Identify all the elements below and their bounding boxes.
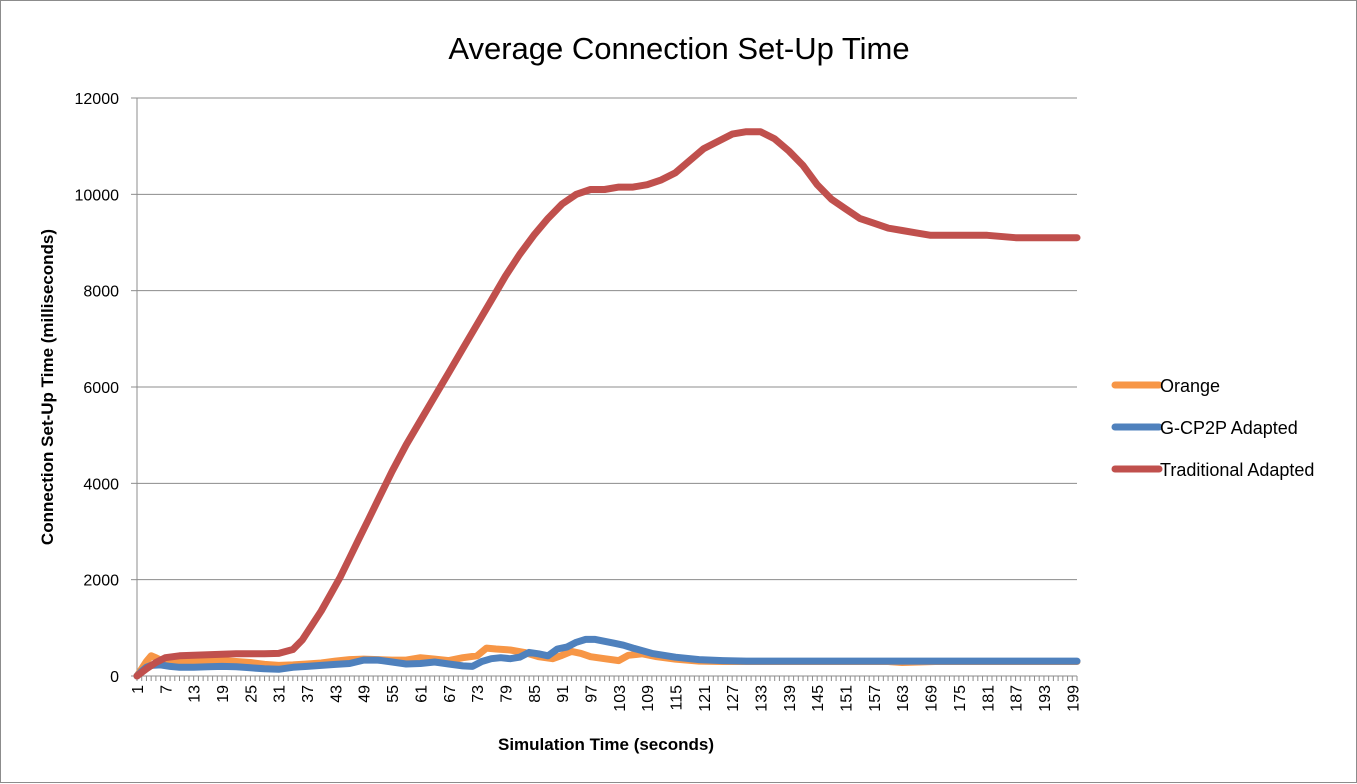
- x-tick-label: 91: [555, 685, 572, 703]
- x-tick-label: 7: [158, 685, 175, 694]
- x-tick-label: 133: [754, 685, 771, 712]
- x-tick-label: 61: [413, 685, 430, 703]
- x-tick-label: 199: [1065, 685, 1082, 712]
- y-tick-label: 2000: [83, 573, 119, 590]
- legend-label: G-CP2P Adapted: [1160, 418, 1298, 438]
- x-tick-label: 115: [668, 685, 685, 711]
- y-axis-title: Connection Set-Up Time (milliseconds): [38, 229, 57, 545]
- x-tick-label: 73: [470, 685, 487, 703]
- x-tick-label: 1: [130, 685, 147, 694]
- x-tick-label: 49: [357, 685, 374, 703]
- x-tick-label: 97: [583, 685, 600, 703]
- x-axis-title: Simulation Time (seconds): [498, 735, 714, 754]
- x-tick-label: 19: [215, 685, 232, 703]
- x-tick-label: 55: [385, 685, 402, 703]
- x-tick-label: 121: [697, 685, 714, 712]
- x-tick-label: 181: [980, 685, 997, 712]
- y-tick-labels: 0 2000 4000 6000 8000 10000 12000: [75, 91, 120, 686]
- x-tick-label: 127: [725, 685, 742, 712]
- legend: Orange G-CP2P Adapted Traditional Adapted: [1111, 376, 1314, 480]
- gridlines: [131, 97, 1077, 677]
- y-tick-label: 8000: [83, 284, 119, 301]
- y-tick-label: 6000: [83, 380, 119, 397]
- series-lines: [133, 128, 1081, 680]
- x-tick-label: 163: [895, 685, 912, 712]
- x-tick-label: 175: [952, 685, 969, 712]
- x-tick-label: 193: [1037, 685, 1054, 712]
- axes: [136, 98, 1078, 681]
- series-line: [133, 635, 1081, 680]
- x-tick-label: 67: [442, 685, 459, 703]
- x-tick-label: 13: [187, 685, 204, 703]
- x-tick-label: 85: [527, 685, 544, 703]
- x-tick-label: 187: [1009, 685, 1026, 712]
- y-tick-label: 4000: [83, 476, 119, 493]
- x-tick-label: 31: [272, 685, 289, 703]
- x-tick-labels: 1 7 13 19 25 31 37 43 49 55 61 67 73 79 85 91 97 103 109 11…: [130, 685, 1082, 712]
- x-tick-label: 139: [782, 685, 799, 712]
- legend-label: Traditional Adapted: [1160, 460, 1314, 480]
- x-tick-label: 109: [640, 685, 657, 712]
- x-tick-label: 151: [839, 685, 856, 712]
- x-tick-label: 25: [243, 685, 260, 703]
- x-tick-label: 157: [867, 685, 884, 712]
- y-tick-label: 10000: [75, 187, 120, 204]
- x-tick-label: 79: [498, 685, 515, 703]
- x-tick-label: 103: [612, 685, 629, 712]
- chart-title: Average Connection Set-Up Time: [448, 31, 909, 66]
- x-tick-label: 43: [328, 685, 345, 703]
- x-tick-label: 145: [810, 685, 827, 712]
- series-line: [133, 128, 1081, 680]
- y-tick-label: 12000: [75, 91, 120, 108]
- x-tick-label: 37: [300, 685, 317, 703]
- x-tick-label: 169: [924, 685, 941, 712]
- legend-label: Orange: [1160, 376, 1220, 396]
- y-tick-label: 0: [110, 669, 119, 686]
